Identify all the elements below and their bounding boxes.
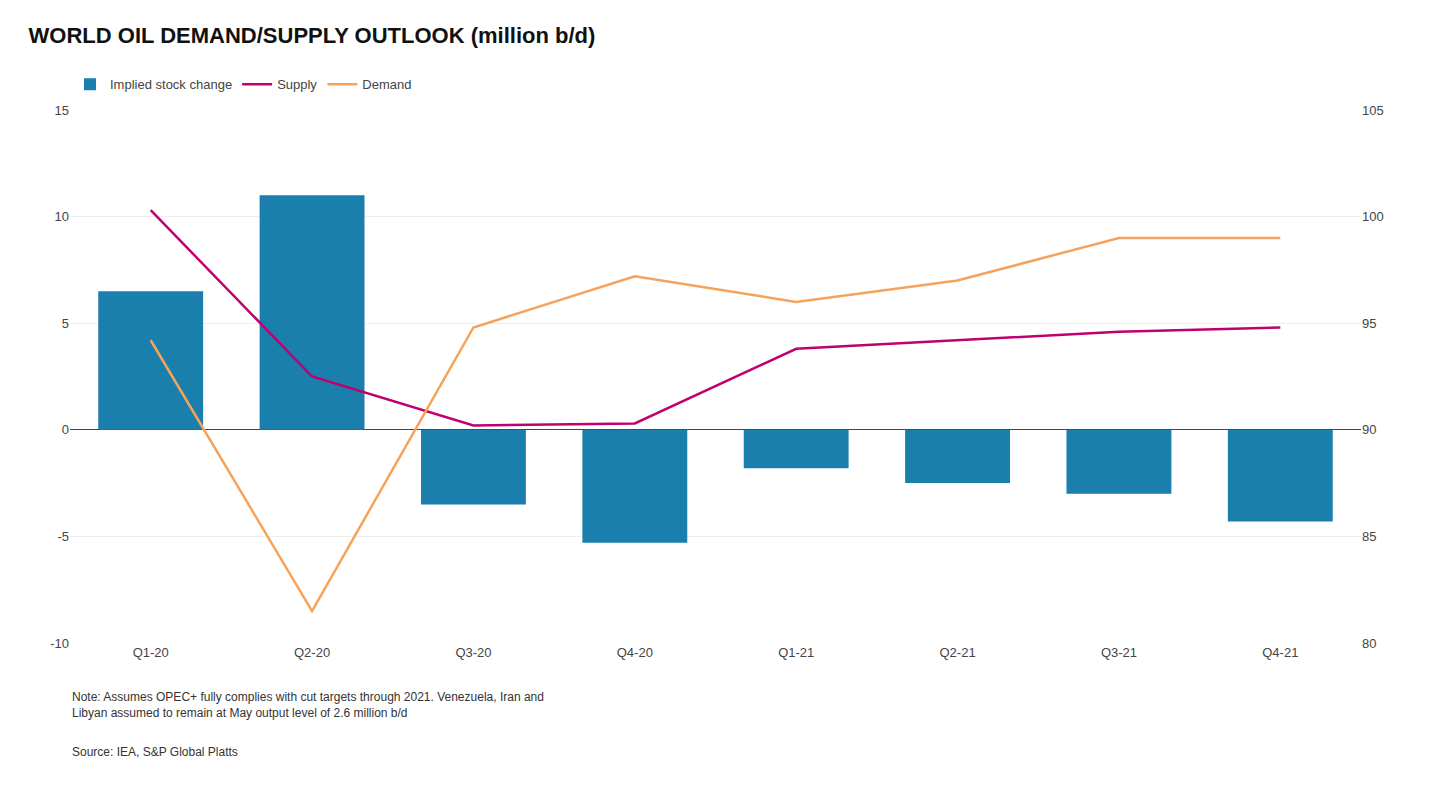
svg-text:Q3-20: Q3-20 <box>455 645 491 660</box>
svg-text:10: 10 <box>55 209 69 224</box>
svg-text:Q1-20: Q1-20 <box>133 645 169 660</box>
svg-text:90: 90 <box>1362 422 1376 437</box>
svg-text:95: 95 <box>1362 316 1376 331</box>
svg-text:Q3-21: Q3-21 <box>1101 645 1137 660</box>
svg-text:0: 0 <box>62 422 69 437</box>
svg-text:Supply: Supply <box>277 77 317 92</box>
svg-text:Note: Assumes OPEC+ fully comp: Note: Assumes OPEC+ fully complies with … <box>72 690 544 720</box>
svg-text:5: 5 <box>62 316 69 331</box>
svg-text:Implied stock change: Implied stock change <box>110 77 232 92</box>
svg-text:Demand: Demand <box>362 77 411 92</box>
svg-text:Q4-21: Q4-21 <box>1262 645 1298 660</box>
svg-text:-10: -10 <box>50 636 69 651</box>
svg-text:100: 100 <box>1362 209 1384 224</box>
svg-text:WORLD OIL DEMAND/SUPPLY OUTLOO: WORLD OIL DEMAND/SUPPLY OUTLOOK (million… <box>29 23 596 48</box>
svg-text:Q1-21: Q1-21 <box>778 645 814 660</box>
svg-text:85: 85 <box>1362 529 1376 544</box>
svg-text:Q2-21: Q2-21 <box>939 645 975 660</box>
svg-text:Q2-20: Q2-20 <box>294 645 330 660</box>
svg-text:105: 105 <box>1362 103 1384 118</box>
svg-text:15: 15 <box>55 103 69 118</box>
svg-text:Source: IEA, S&P Global Platts: Source: IEA, S&P Global Platts <box>72 745 238 759</box>
svg-text:Q4-20: Q4-20 <box>617 645 653 660</box>
svg-text:80: 80 <box>1362 636 1376 651</box>
svg-text:-5: -5 <box>57 529 69 544</box>
